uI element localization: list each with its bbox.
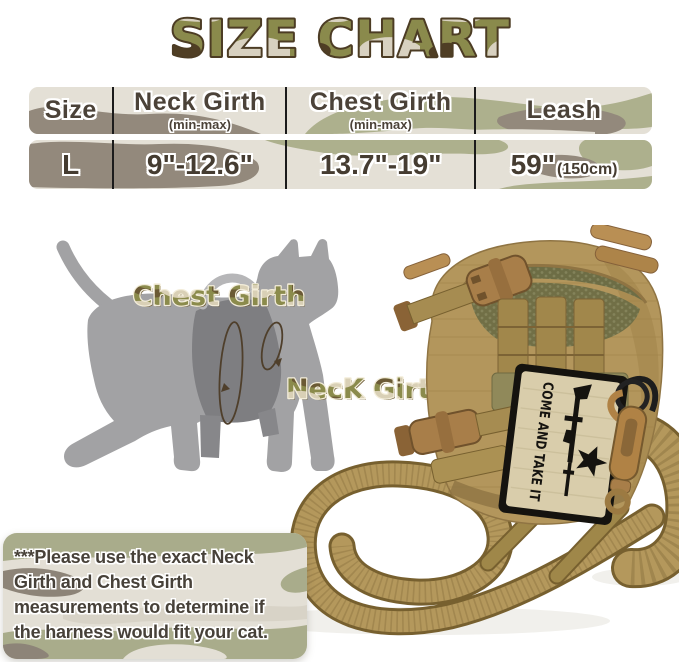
measurement-note: ***Please use the exact Neck Girth and C… xyxy=(3,533,307,659)
header-sub-neck-girth: (min-max) xyxy=(168,117,231,132)
neck-girth-label: NecK Girth xyxy=(286,374,450,405)
value-size: L xyxy=(62,148,80,180)
header-label-chest-girth: Chest Girth xyxy=(309,88,452,116)
snap-hook xyxy=(604,378,650,515)
size-chart-title-art: SIZE CHART xyxy=(168,8,511,70)
cat-and-harness-illustration: Chest Girth Chest Girth NecK Girth NecK … xyxy=(56,225,679,662)
header-label-size: Size xyxy=(44,96,97,124)
rifle-icon xyxy=(562,384,592,497)
data-cell-chest-girth: 13.7"-19" xyxy=(285,140,474,189)
header-camo-background xyxy=(29,87,652,134)
note-line-4: the harness would fit your cat. xyxy=(14,622,268,642)
star-icon xyxy=(576,446,608,477)
strap-keepers xyxy=(590,225,659,274)
neck-girth-label-shadow: NecK Girth xyxy=(287,376,451,407)
molle-webbing xyxy=(497,296,605,382)
header-cell-leash: Leash xyxy=(474,87,652,134)
data-row-camo-background xyxy=(29,140,652,189)
note-line-3: measurements to determine if xyxy=(14,597,265,617)
header-label-leash: Leash xyxy=(526,96,602,124)
header-cell-chest-girth: Chest Girth (min-max) xyxy=(285,87,474,134)
note-text: ***Please use the exact Neck Girth and C… xyxy=(3,533,307,659)
neck-arrow-icon xyxy=(274,358,282,367)
harness-belly-strap xyxy=(200,415,221,458)
data-cell-size: L xyxy=(29,140,112,189)
value-neck-girth: 9"-12.6" xyxy=(146,148,253,180)
value-leash-sub: (150cm) xyxy=(557,160,618,178)
chest-girth-label: Chest Girth xyxy=(133,281,306,312)
header-cell-size: Size xyxy=(29,87,112,134)
note-camo-background xyxy=(3,533,307,659)
value-chest-girth: 13.7"-19" xyxy=(319,148,442,180)
harness-chest-strap xyxy=(258,408,279,437)
chest-girth-loop xyxy=(218,321,244,425)
cat-harness-overlay xyxy=(192,298,282,423)
cat-silhouette: Chest Girth Chest Girth NecK Girth NecK … xyxy=(56,239,452,472)
size-table: Size Neck Girth (min-max) Chest Girth (m… xyxy=(29,87,652,189)
neck-girth-loop xyxy=(260,321,284,371)
header-cell-neck-girth: Neck Girth (min-max) xyxy=(112,87,285,134)
value-leash: 59" xyxy=(510,148,556,180)
come-and-take-it-patch: COME AND TAKE IT xyxy=(498,363,629,525)
header-sub-chest-girth: (min-max) xyxy=(349,117,412,132)
size-table-data-row: L 9"-12.6" 13.7"-19" 59" (150cm) xyxy=(29,140,652,189)
data-cell-neck-girth: 9"-12.6" xyxy=(112,140,285,189)
harness-handle xyxy=(198,273,264,310)
page-title: SIZE CHART xyxy=(170,10,510,68)
upper-buckle xyxy=(393,253,533,332)
note-line-2: Girth and Chest Girth xyxy=(14,572,193,592)
note-line-1: ***Please use the exact Neck xyxy=(14,547,254,567)
data-cell-leash: 59" (150cm) xyxy=(474,140,652,189)
chest-girth-label-shadow: Chest Girth xyxy=(134,283,307,314)
header-label-neck-girth: Neck Girth xyxy=(134,88,266,116)
measurement-loops xyxy=(218,321,284,425)
patch-fabric-texture xyxy=(510,387,617,500)
size-table-header-row: Size Neck Girth (min-max) Chest Girth (m… xyxy=(29,87,652,134)
chest-arrow-icon xyxy=(221,383,230,392)
